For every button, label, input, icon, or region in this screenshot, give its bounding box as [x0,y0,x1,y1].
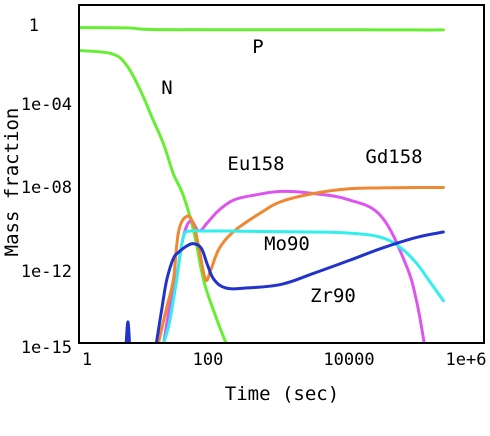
y-tick-label: 1e-04 [21,95,72,115]
y-tick-label: 1e-12 [21,262,72,282]
y-tick-label: 1e-08 [21,178,72,198]
series-line-n [79,49,228,343]
series-line-gd158 [156,185,445,343]
series-label-mo90: Mo90 [264,233,310,255]
series-line-zr90 [154,230,445,343]
plot-frame [78,4,485,344]
x-tick-label: 10000 [323,350,374,370]
series-line-mo90 [162,229,445,343]
series-label-n: N [161,77,172,99]
series-line-spike [124,320,131,343]
series-label-gd158: Gd158 [365,146,422,168]
x-tick-label: 1e+6 [446,350,487,370]
x-tick-label: 100 [193,350,224,370]
y-tick-label: 1 [29,16,39,36]
x-tick-label: 1 [82,350,92,370]
series-label-zr90: Zr90 [310,285,356,307]
x-axis-title: Time (sec) [225,383,339,405]
series-label-eu158: Eu158 [227,153,284,175]
y-tick-label: 1e-15 [21,338,72,358]
series-label-p: P [252,36,263,58]
series-line-p [79,26,445,32]
y-axis-title: Mass fraction [1,108,23,257]
series-group [79,26,445,343]
